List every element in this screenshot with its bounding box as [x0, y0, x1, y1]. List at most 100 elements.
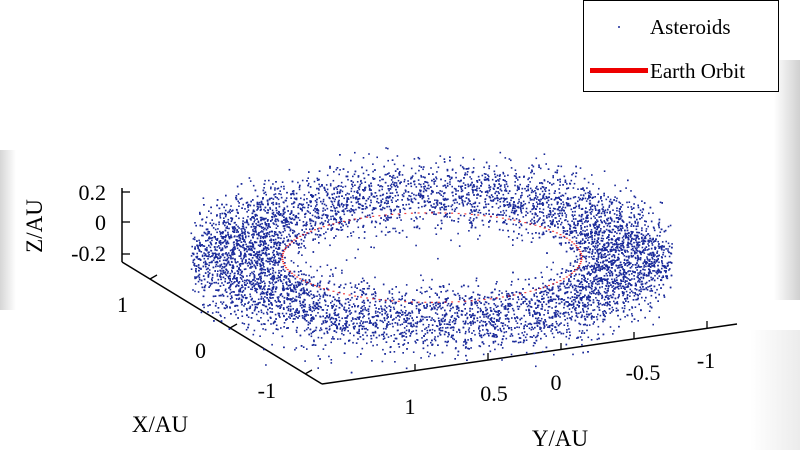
asteroid-point: [281, 255, 283, 258]
asteroid-point: [193, 258, 196, 261]
asteroid-point: [316, 203, 318, 206]
asteroid-point: [607, 268, 609, 271]
asteroid-point: [568, 313, 570, 316]
asteroid-point: [435, 176, 437, 178]
asteroid-point: [608, 303, 610, 306]
asteroid-point: [202, 245, 204, 247]
asteroid-point: [561, 194, 564, 196]
asteroid-point: [569, 262, 572, 264]
asteroid-point: [566, 230, 568, 232]
asteroid-point: [228, 281, 231, 284]
asteroid-point: [548, 326, 551, 329]
asteroid-point: [588, 194, 590, 197]
asteroid-point: [281, 287, 284, 290]
asteroid-point: [192, 289, 194, 291]
asteroid-point: [579, 167, 582, 169]
asteroid-point: [529, 305, 532, 308]
asteroid-point: [266, 235, 268, 238]
asteroid-point: [297, 285, 300, 287]
asteroid-point: [430, 193, 433, 195]
asteroid-point: [358, 237, 360, 239]
asteroid-point: [224, 273, 227, 275]
asteroid-point: [347, 171, 349, 173]
asteroid-point: [550, 203, 553, 206]
asteroid-point: [292, 276, 295, 278]
asteroid-point: [251, 288, 253, 291]
asteroid-point: [211, 252, 214, 254]
asteroid-point: [563, 285, 566, 288]
asteroid-point: [643, 239, 646, 242]
asteroid-point: [268, 281, 271, 283]
asteroid-point: [318, 183, 320, 186]
asteroid-point: [570, 273, 572, 275]
asteroid-point: [292, 318, 295, 320]
asteroid-point: [532, 314, 534, 316]
asteroid-point: [312, 220, 315, 223]
asteroid-point: [613, 278, 616, 280]
asteroid-point: [363, 328, 366, 330]
asteroid-point: [274, 259, 277, 261]
asteroid-point: [528, 304, 530, 307]
asteroid-point: [239, 234, 242, 237]
asteroid-point: [433, 306, 435, 308]
asteroid-point: [362, 334, 364, 336]
asteroid-point: [559, 206, 561, 208]
asteroid-point: [282, 210, 285, 212]
asteroid-point: [580, 194, 582, 196]
asteroid-point: [492, 299, 495, 301]
asteroid-point: [630, 248, 633, 251]
asteroid-point: [300, 280, 303, 282]
asteroid-point: [374, 220, 377, 223]
asteroid-point: [309, 306, 312, 308]
asteroid-point: [492, 324, 494, 326]
asteroid-point: [252, 209, 255, 211]
asteroid-point: [565, 202, 568, 204]
asteroid-point: [311, 310, 313, 313]
asteroid-point: [592, 245, 595, 247]
asteroid-point: [269, 235, 271, 238]
asteroid-point: [216, 246, 219, 248]
asteroid-point: [242, 244, 244, 247]
asteroid-point: [305, 328, 308, 331]
asteroid-point: [393, 351, 396, 353]
asteroid-point: [589, 280, 592, 282]
asteroid-point: [535, 322, 537, 325]
asteroid-point: [472, 313, 474, 315]
asteroid-point: [338, 221, 341, 223]
asteroid-point: [624, 286, 626, 289]
asteroid-point: [483, 166, 485, 169]
asteroid-point: [292, 192, 295, 194]
asteroid-point: [401, 298, 403, 300]
asteroid-point: [644, 224, 646, 226]
asteroid-point: [599, 252, 601, 255]
asteroid-point: [606, 225, 609, 227]
asteroid-point: [625, 255, 628, 258]
asteroid-point: [352, 195, 354, 197]
asteroid-point: [540, 271, 543, 274]
asteroid-point: [478, 202, 481, 204]
asteroid-point: [212, 252, 215, 255]
asteroid-point: [409, 312, 412, 315]
asteroid-point: [573, 226, 576, 229]
asteroid-point: [510, 304, 513, 307]
asteroid-point: [661, 246, 663, 249]
asteroid-point: [536, 221, 538, 223]
asteroid-point: [291, 298, 293, 301]
asteroid-point: [637, 231, 640, 234]
asteroid-point: [595, 231, 598, 233]
asteroid-point: [615, 276, 618, 279]
asteroid-point: [486, 332, 488, 335]
asteroid-point: [543, 327, 545, 329]
asteroid-point: [517, 206, 520, 209]
asteroid-point: [350, 286, 353, 289]
asteroid-point: [269, 282, 271, 285]
asteroid-point: [575, 237, 578, 239]
asteroid-point: [535, 313, 537, 315]
asteroid-point: [603, 254, 605, 256]
asteroid-point: [598, 209, 601, 211]
asteroid-point: [247, 265, 249, 267]
asteroid-point: [603, 230, 605, 232]
asteroid-point: [493, 303, 495, 305]
asteroid-point: [296, 309, 298, 312]
asteroid-point: [615, 241, 618, 244]
